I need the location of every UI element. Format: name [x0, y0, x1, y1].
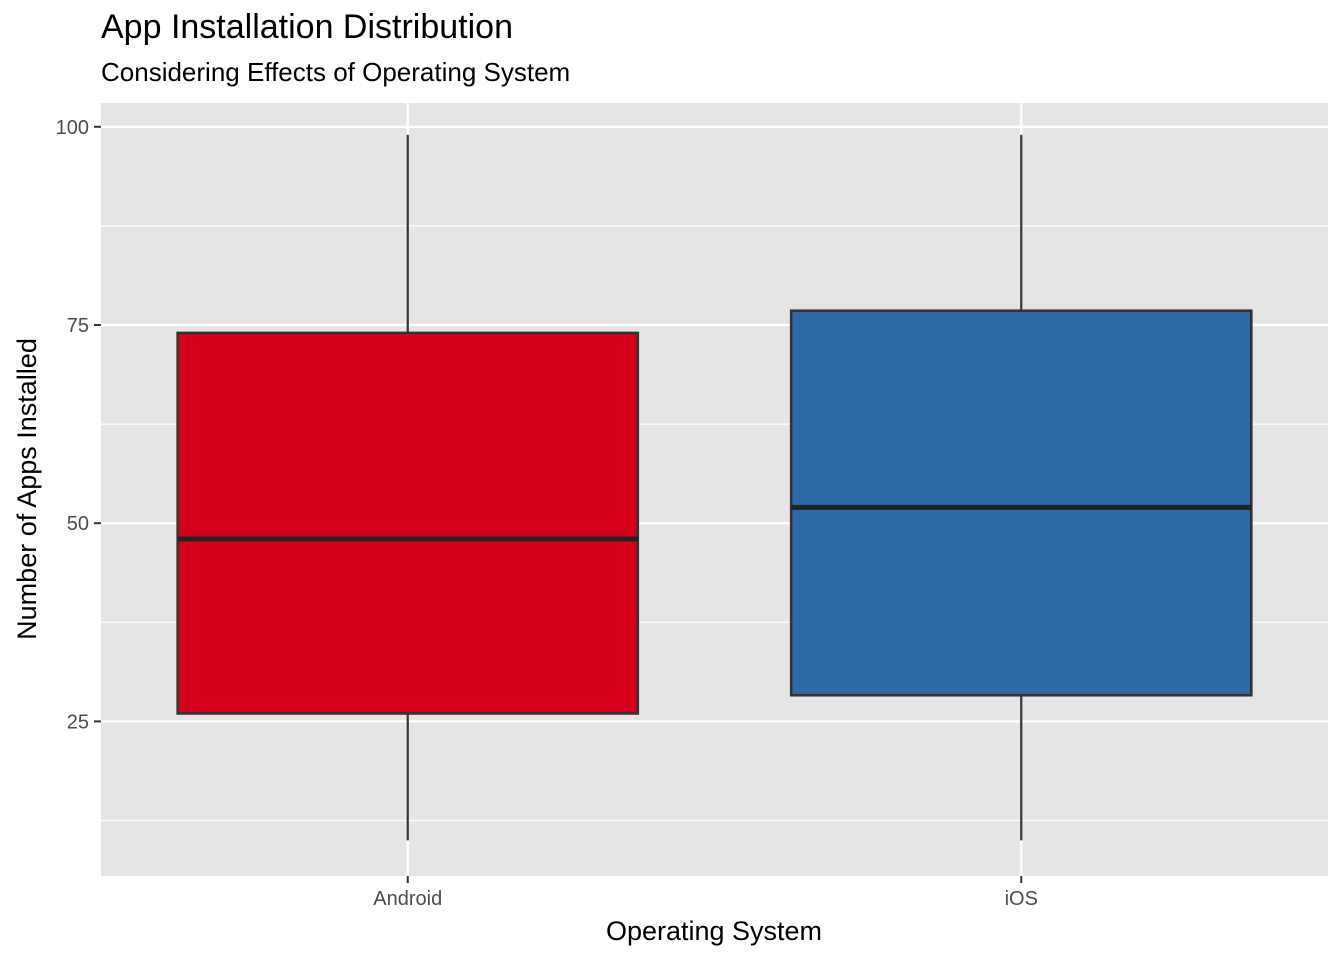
chart-subtitle: Considering Effects of Operating System: [101, 57, 571, 87]
y-tick-label: 75: [67, 315, 89, 337]
box-android: [176, 134, 640, 841]
y-axis: 25 50 75 100: [56, 117, 101, 733]
y-axis-title: Number of Apps Installed: [12, 338, 42, 640]
y-tick-label: 100: [56, 117, 89, 139]
chart-title: App Installation Distribution: [101, 8, 514, 46]
iqr-box: [789, 309, 1253, 697]
boxes-layer: [176, 134, 1253, 841]
iqr-box: [176, 331, 640, 715]
x-tick-label: iOS: [1005, 888, 1038, 910]
x-axis-title: Operating System: [606, 916, 822, 946]
x-tick-label: Android: [373, 888, 442, 910]
y-tick-label: 50: [67, 513, 89, 535]
x-axis: Android iOS: [373, 876, 1038, 910]
y-tick-label: 25: [67, 711, 89, 733]
box-ios: [789, 134, 1253, 841]
